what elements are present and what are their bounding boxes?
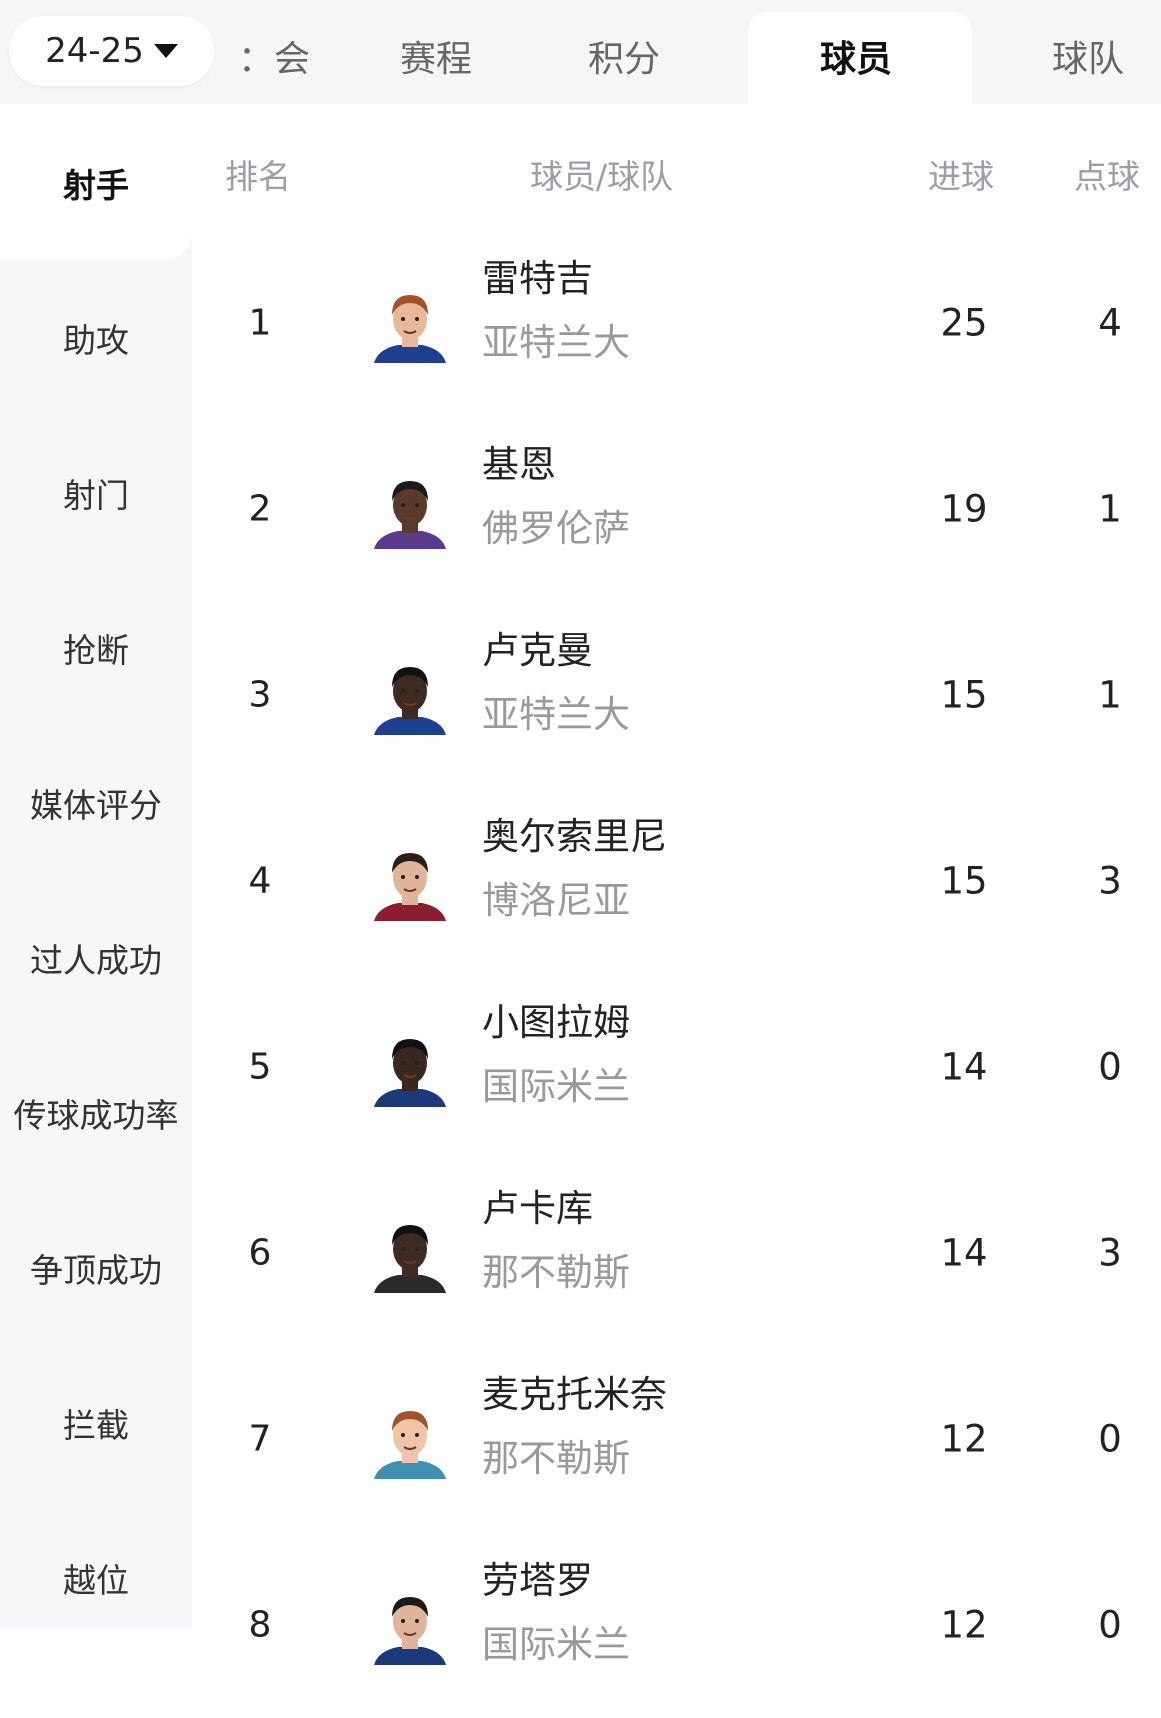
sidebar-item[interactable]: 拦截	[63, 1406, 129, 1445]
team-name: 国际米兰	[482, 1623, 630, 1666]
player-avatar	[374, 853, 446, 921]
table-row[interactable]: 4 奥尔索里尼博洛尼亚 15 3	[192, 788, 1161, 974]
sidebar-item[interactable]: 射手	[63, 166, 129, 205]
stat-category-sidebar: 射手助攻射门抢断媒体评分过人成功传球成功率争顶成功拦截越位	[0, 104, 192, 1627]
player-avatar	[374, 481, 446, 549]
player-name[interactable]: 卢卡库	[482, 1187, 593, 1230]
team-name: 国际米兰	[482, 1065, 630, 1108]
sidebar-item[interactable]: 争顶成功	[30, 1251, 162, 1290]
player-name[interactable]: 基恩	[482, 443, 556, 486]
sidebar-item[interactable]: 媒体评分	[30, 786, 162, 825]
rank: 5	[248, 1046, 272, 1088]
penalties: 0	[1098, 1045, 1122, 1089]
team-name: 博洛尼亚	[482, 879, 630, 922]
player-name[interactable]: 劳塔罗	[482, 1559, 593, 1602]
tab-teams[interactable]: 球队	[1052, 39, 1125, 80]
player-name[interactable]: 小图拉姆	[482, 1001, 630, 1044]
table-row[interactable]: 1 雷特吉亚特兰大 25 4	[192, 230, 1161, 416]
goals: 14	[940, 1045, 988, 1089]
top-tab-bar: 24-25 ：会 赛程 积分 球员 球队	[0, 0, 1161, 104]
active-tab-background	[748, 12, 972, 104]
tab-schedule[interactable]: 赛程	[400, 39, 473, 80]
penalties: 1	[1098, 673, 1122, 717]
active-item-background	[0, 104, 192, 260]
rank: 4	[248, 860, 272, 902]
player-avatar	[374, 1225, 446, 1293]
header-player-team: 球员/球队	[530, 157, 674, 196]
rank: 3	[248, 674, 272, 716]
team-name: 那不勒斯	[482, 1251, 630, 1294]
caret-down-icon	[153, 44, 178, 58]
player-avatar	[374, 1039, 446, 1107]
goals: 19	[940, 487, 988, 531]
table-row[interactable]: 8 劳塔罗国际米兰 12 0	[192, 1532, 1161, 1718]
tab-players[interactable]: 球员	[820, 39, 893, 80]
tab-standings[interactable]: 积分	[588, 39, 661, 80]
table-row[interactable]: 5 小图拉姆国际米兰 14 0	[192, 974, 1161, 1160]
penalties: 3	[1098, 1231, 1122, 1275]
sidebar-item[interactable]: 抢断	[63, 631, 129, 670]
player-avatar	[374, 667, 446, 735]
sidebar-item[interactable]: 传球成功率	[13, 1096, 179, 1135]
player-avatar	[374, 295, 446, 363]
rank: 6	[248, 1232, 272, 1274]
sidebar-item[interactable]: 射门	[63, 476, 129, 515]
player-name[interactable]: 雷特吉	[482, 257, 593, 300]
sidebar-item[interactable]: 越位	[63, 1561, 129, 1600]
penalties: 3	[1098, 859, 1122, 903]
team-name: 那不勒斯	[482, 1437, 630, 1480]
team-name: 亚特兰大	[482, 321, 630, 364]
penalties: 1	[1098, 487, 1122, 531]
player-name[interactable]: 麦克托米奈	[482, 1373, 667, 1416]
player-name[interactable]: 卢克曼	[482, 629, 593, 672]
table-row[interactable]: 3 卢克曼亚特兰大 15 1	[192, 602, 1161, 788]
goals: 15	[940, 673, 988, 717]
season-selector[interactable]: 24-25	[9, 16, 214, 86]
sidebar-item[interactable]: 助攻	[63, 321, 129, 360]
table-row[interactable]: 6 卢卡库那不勒斯 14 3	[192, 1160, 1161, 1346]
goals: 12	[940, 1417, 988, 1461]
header-penalties: 点球	[1074, 157, 1140, 196]
season-value: 24-25	[45, 31, 144, 71]
header-rank: 排名	[225, 157, 291, 196]
rank: 1	[248, 302, 272, 344]
goals: 25	[940, 301, 988, 345]
penalties: 0	[1098, 1417, 1122, 1461]
header-goals: 进球	[928, 157, 994, 196]
sidebar-item[interactable]: 过人成功	[30, 941, 162, 980]
tab-clipped[interactable]: ：会	[238, 39, 311, 80]
rank: 2	[248, 488, 272, 530]
goals: 12	[940, 1603, 988, 1647]
penalties: 0	[1098, 1603, 1122, 1647]
rank: 8	[248, 1604, 272, 1646]
team-name: 亚特兰大	[482, 693, 630, 736]
rank: 7	[248, 1418, 272, 1460]
player-name[interactable]: 奥尔索里尼	[482, 815, 667, 858]
goals: 14	[940, 1231, 988, 1275]
goals: 15	[940, 859, 988, 903]
table-row[interactable]: 2 基恩佛罗伦萨 19 1	[192, 416, 1161, 602]
team-name: 佛罗伦萨	[482, 507, 630, 550]
penalties: 4	[1098, 301, 1122, 345]
player-avatar	[374, 1597, 446, 1665]
table-row[interactable]: 7 麦克托米奈那不勒斯 12 0	[192, 1346, 1161, 1532]
player-avatar	[374, 1411, 446, 1479]
